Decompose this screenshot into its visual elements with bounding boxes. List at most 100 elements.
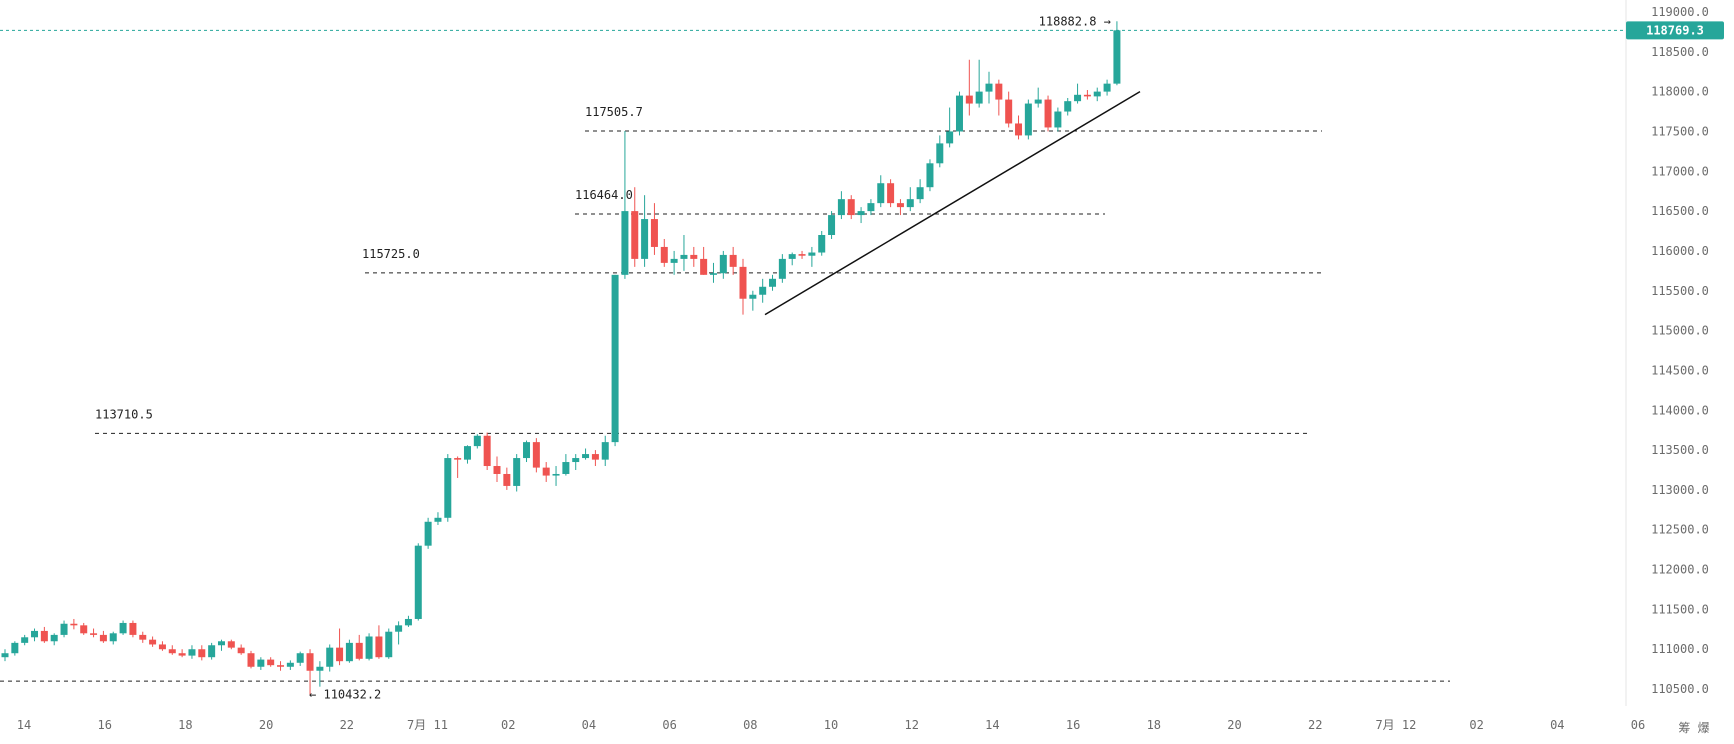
candle[interactable]	[316, 661, 324, 687]
candle[interactable]	[90, 628, 98, 638]
candle[interactable]	[729, 246, 737, 275]
candle[interactable]	[621, 131, 629, 279]
candle[interactable]	[395, 621, 403, 645]
candle[interactable]	[267, 657, 275, 667]
candle[interactable]	[847, 195, 855, 220]
candle[interactable]	[798, 250, 806, 259]
candle[interactable]	[188, 645, 196, 659]
candle[interactable]	[208, 642, 216, 660]
candle[interactable]	[985, 71, 993, 104]
candle[interactable]	[906, 187, 914, 212]
candle[interactable]	[1113, 21, 1121, 86]
candle[interactable]	[601, 435, 609, 467]
candle[interactable]	[247, 650, 255, 669]
candle[interactable]	[523, 440, 531, 463]
candle[interactable]	[926, 159, 934, 192]
candle[interactable]	[778, 254, 786, 283]
candle[interactable]	[40, 626, 48, 643]
candle[interactable]	[296, 651, 304, 666]
candle[interactable]	[355, 634, 363, 661]
candle[interactable]	[975, 59, 983, 108]
candle[interactable]	[365, 633, 373, 661]
candle[interactable]	[21, 634, 29, 646]
candle[interactable]	[1015, 115, 1023, 140]
candle[interactable]	[109, 631, 117, 645]
candle[interactable]	[857, 207, 865, 224]
candle[interactable]	[70, 618, 78, 630]
candle[interactable]	[345, 639, 353, 663]
candle[interactable]	[286, 660, 294, 670]
candle[interactable]	[837, 191, 845, 220]
candle[interactable]	[1103, 79, 1111, 96]
candle[interactable]	[700, 246, 708, 275]
candle[interactable]	[788, 252, 796, 266]
candle[interactable]	[1054, 107, 1062, 132]
candle[interactable]	[1074, 83, 1082, 104]
candle[interactable]	[50, 633, 58, 646]
candle[interactable]	[227, 639, 235, 650]
candle[interactable]	[641, 195, 649, 267]
candle[interactable]	[434, 512, 442, 525]
candle[interactable]	[611, 274, 619, 447]
candle[interactable]	[513, 454, 521, 492]
candle[interactable]	[552, 466, 560, 486]
candle[interactable]	[808, 246, 816, 267]
candle[interactable]	[237, 644, 245, 655]
candle[interactable]	[631, 187, 639, 267]
candle[interactable]	[158, 641, 166, 651]
candle[interactable]	[572, 454, 580, 470]
candle[interactable]	[257, 657, 265, 670]
candle[interactable]	[493, 456, 501, 482]
candle[interactable]	[965, 59, 973, 116]
candle[interactable]	[739, 258, 747, 315]
candle[interactable]	[139, 631, 147, 643]
candle[interactable]	[60, 620, 68, 638]
candle[interactable]	[670, 250, 678, 275]
candle[interactable]	[1005, 91, 1013, 128]
candle[interactable]	[375, 625, 383, 659]
candle[interactable]	[404, 615, 412, 627]
candle[interactable]	[769, 274, 777, 291]
candle[interactable]	[936, 135, 944, 168]
time-axis[interactable]: 14 16 18 20 22 7月 11 02 04 06 08 10 12 14 16 18 20 22 7月 …	[17, 718, 1645, 732]
candle[interactable]	[503, 467, 511, 490]
candle[interactable]	[414, 543, 422, 621]
candle[interactable]	[1034, 87, 1042, 108]
candle[interactable]	[719, 250, 727, 279]
candle[interactable]	[473, 434, 481, 449]
candle[interactable]	[178, 649, 186, 658]
candle[interactable]	[955, 91, 963, 136]
candle[interactable]	[1064, 97, 1072, 116]
candle[interactable]	[483, 432, 491, 470]
candle[interactable]	[11, 641, 19, 656]
candle[interactable]	[916, 179, 924, 204]
candle[interactable]	[1, 649, 9, 662]
candle[interactable]	[1083, 90, 1091, 100]
candle[interactable]	[828, 211, 836, 239]
candle[interactable]	[198, 645, 206, 661]
candle[interactable]	[1093, 87, 1101, 102]
candle[interactable]	[995, 79, 1003, 116]
candle[interactable]	[867, 199, 875, 216]
candle[interactable]	[690, 246, 698, 267]
candle[interactable]	[1024, 99, 1032, 140]
candle[interactable]	[650, 203, 658, 255]
candle[interactable]	[591, 450, 599, 467]
candle[interactable]	[149, 636, 157, 647]
candle[interactable]	[99, 630, 107, 643]
corner-label[interactable]: 筹 爆	[1678, 721, 1709, 735]
candle[interactable]	[119, 620, 127, 635]
candle[interactable]	[454, 456, 462, 478]
candle[interactable]	[80, 622, 88, 635]
candle[interactable]	[31, 628, 39, 642]
candle[interactable]	[217, 639, 225, 651]
candle[interactable]	[562, 454, 570, 476]
candle[interactable]	[168, 645, 176, 655]
candle[interactable]	[896, 199, 904, 216]
candle[interactable]	[680, 235, 688, 271]
candle[interactable]	[542, 462, 550, 482]
candle[interactable]	[306, 649, 314, 695]
candle[interactable]	[1044, 95, 1052, 132]
